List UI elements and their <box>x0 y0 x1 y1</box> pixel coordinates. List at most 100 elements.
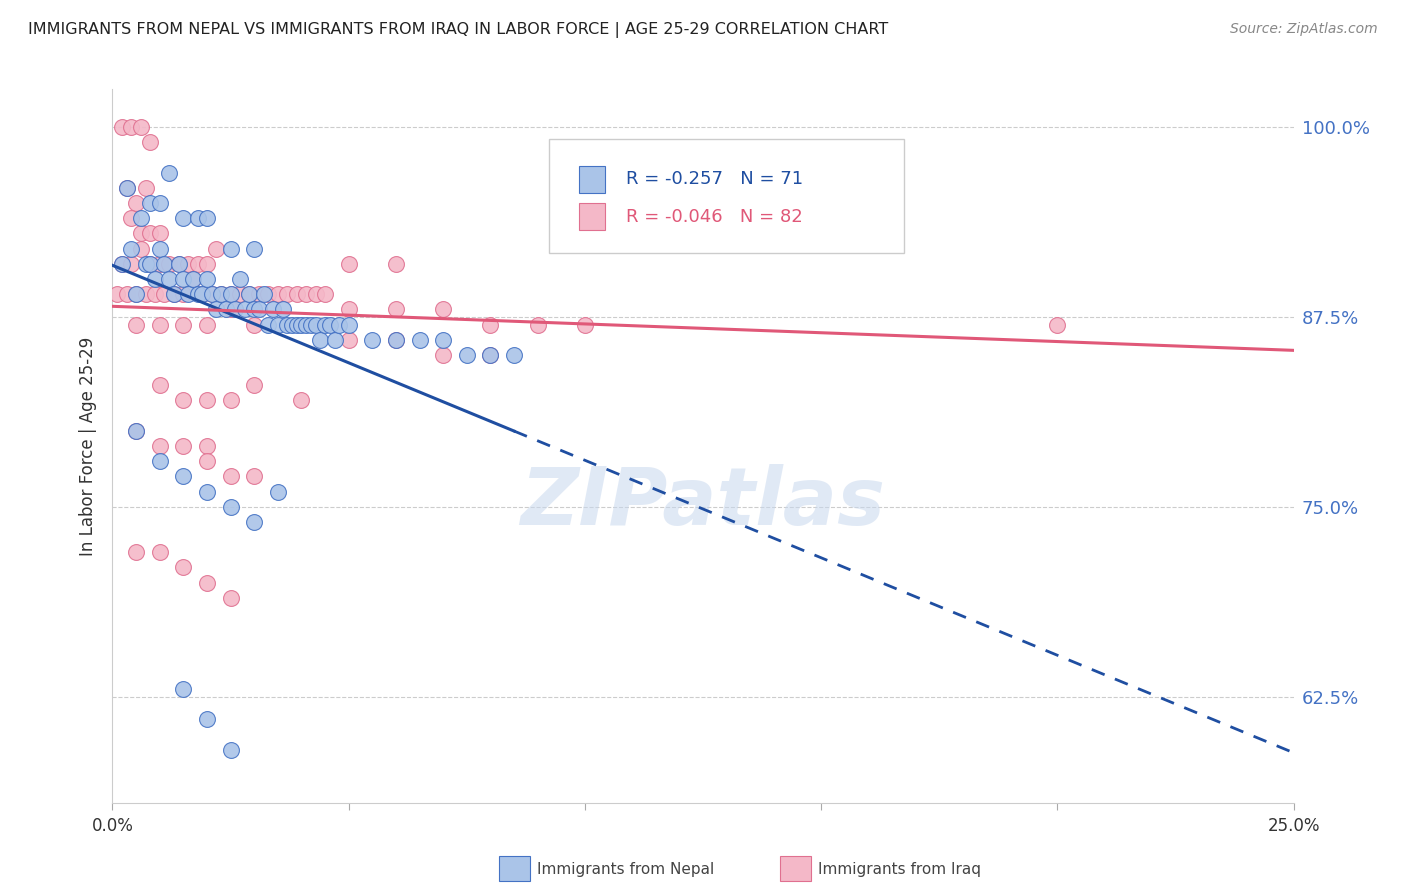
Point <box>229 287 252 301</box>
Point <box>125 287 148 301</box>
Point <box>125 318 148 332</box>
Point <box>238 287 260 301</box>
Point <box>479 348 502 362</box>
Point <box>215 302 238 317</box>
Point <box>181 272 204 286</box>
Point <box>149 257 172 271</box>
Point <box>385 302 408 317</box>
Point <box>139 257 162 271</box>
Point <box>163 287 186 301</box>
Point <box>135 287 157 301</box>
Point <box>219 393 242 408</box>
Point <box>328 318 350 332</box>
Point <box>135 181 157 195</box>
Point <box>201 287 224 301</box>
Point <box>172 560 194 574</box>
Point <box>149 242 172 256</box>
Point <box>111 257 134 271</box>
Point <box>125 424 148 438</box>
Point <box>243 469 266 483</box>
Point <box>479 318 502 332</box>
Point <box>219 500 242 514</box>
Point <box>219 242 242 256</box>
Point <box>408 333 430 347</box>
Point <box>337 318 360 332</box>
Point <box>432 302 454 317</box>
Point <box>309 333 332 347</box>
Point <box>120 211 142 226</box>
Point <box>290 393 312 408</box>
Point <box>262 302 284 317</box>
Point <box>201 287 224 301</box>
Point <box>125 424 148 438</box>
Point <box>186 287 208 301</box>
Point <box>181 272 204 286</box>
Point <box>337 302 360 317</box>
Point <box>120 242 142 256</box>
Point <box>304 287 326 301</box>
Point <box>195 484 218 499</box>
Point <box>149 227 172 241</box>
Point <box>432 333 454 347</box>
Point <box>456 348 478 362</box>
Point <box>172 272 194 286</box>
Point <box>247 302 270 317</box>
Point <box>153 287 176 301</box>
Point <box>432 348 454 362</box>
Point <box>385 333 408 347</box>
Point <box>149 454 172 468</box>
Text: R = -0.257   N = 71: R = -0.257 N = 71 <box>626 170 803 188</box>
Point <box>157 166 180 180</box>
Point <box>337 257 360 271</box>
Text: ZIPatlas: ZIPatlas <box>520 464 886 542</box>
Point <box>295 318 318 332</box>
Point <box>191 287 214 301</box>
Point <box>186 211 208 226</box>
Point <box>139 257 162 271</box>
Point <box>111 257 134 271</box>
Point <box>195 272 218 286</box>
Point <box>285 287 308 301</box>
Point <box>172 439 194 453</box>
Point <box>243 378 266 392</box>
Point <box>224 302 246 317</box>
Text: Immigrants from Iraq: Immigrants from Iraq <box>818 863 981 877</box>
Point <box>149 439 172 453</box>
Point <box>219 591 242 605</box>
Point <box>125 287 148 301</box>
Point <box>1046 318 1069 332</box>
Point <box>281 318 304 332</box>
Point <box>219 287 242 301</box>
FancyBboxPatch shape <box>550 139 904 253</box>
Point <box>385 333 408 347</box>
Point <box>479 348 502 362</box>
Point <box>143 287 166 301</box>
Point <box>195 454 218 468</box>
Point <box>157 257 180 271</box>
Point <box>526 318 548 332</box>
Point <box>129 120 152 135</box>
Point <box>177 257 200 271</box>
Point <box>209 287 232 301</box>
Point <box>337 333 360 347</box>
Text: IMMIGRANTS FROM NEPAL VS IMMIGRANTS FROM IRAQ IN LABOR FORCE | AGE 25-29 CORRELA: IMMIGRANTS FROM NEPAL VS IMMIGRANTS FROM… <box>28 22 889 38</box>
Point <box>139 227 162 241</box>
Point <box>111 120 134 135</box>
Point <box>129 242 152 256</box>
Point <box>172 393 194 408</box>
Point <box>191 287 214 301</box>
Point <box>238 287 260 301</box>
Point <box>115 181 138 195</box>
Point <box>229 272 252 286</box>
Point <box>172 318 194 332</box>
Point <box>323 333 346 347</box>
Point <box>219 287 242 301</box>
Point <box>149 545 172 559</box>
Point <box>149 318 172 332</box>
Text: Immigrants from Nepal: Immigrants from Nepal <box>537 863 714 877</box>
Point <box>105 287 128 301</box>
Point <box>299 318 322 332</box>
Point <box>139 196 162 211</box>
Point <box>290 318 312 332</box>
Point <box>243 318 266 332</box>
